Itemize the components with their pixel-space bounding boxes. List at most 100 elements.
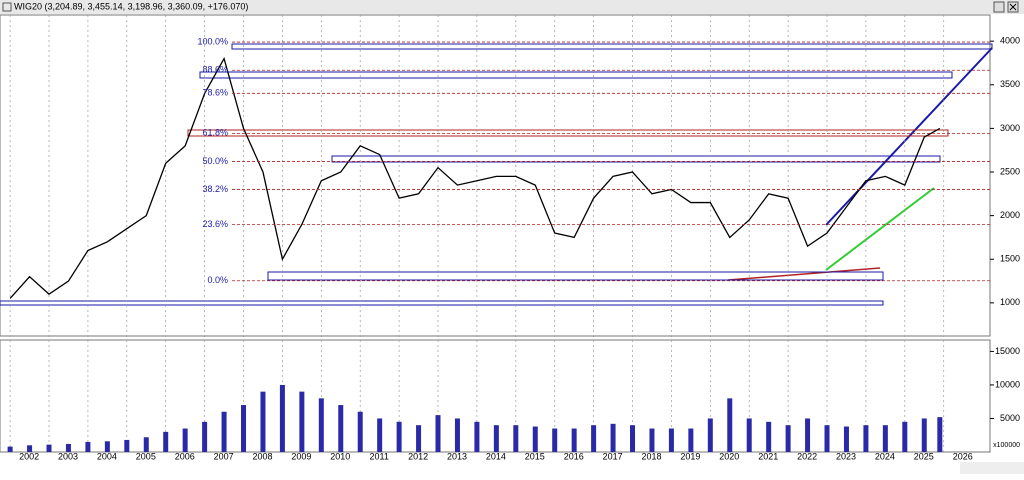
- x-tick-label: 2018: [641, 451, 661, 461]
- volume-bar: [921, 418, 927, 452]
- trend-line: [727, 267, 881, 281]
- x-tick-label: 2024: [875, 451, 895, 461]
- volume-bar: [163, 431, 169, 452]
- range-box: [331, 155, 941, 163]
- volume-bar: [746, 418, 752, 452]
- fib-label: 23.6%: [202, 219, 228, 229]
- window-title: WIG20 (3,204.89, 3,455.14, 3,198.96, 3,3…: [14, 1, 248, 11]
- volume-bar: [843, 426, 849, 452]
- x-tick-label: 2004: [97, 451, 117, 461]
- y-tick-label: 10000: [995, 379, 1020, 389]
- volume-bar: [435, 415, 441, 452]
- volume-bar: [824, 425, 830, 452]
- trend-line: [825, 187, 935, 271]
- volume-bar: [668, 428, 674, 452]
- volume-bar: [7, 446, 13, 452]
- y-tick-label: 2500: [1000, 166, 1020, 176]
- restore-button[interactable]: [993, 1, 1005, 13]
- x-tick-label: 2022: [797, 451, 817, 461]
- x-tick-label: 2007: [214, 451, 234, 461]
- x-tick-label: 2014: [486, 451, 506, 461]
- volume-bar: [299, 391, 305, 452]
- volume-bar: [454, 418, 460, 452]
- volume-bar: [610, 423, 616, 452]
- volume-bar: [649, 428, 655, 452]
- y-tick-label: 1500: [1000, 254, 1020, 264]
- volume-bar: [416, 425, 422, 452]
- window-icon: [2, 2, 12, 12]
- volume-bar: [85, 441, 91, 452]
- volume-bar: [630, 425, 636, 452]
- price-panel: [0, 14, 991, 337]
- x-tick-label: 2005: [136, 451, 156, 461]
- volume-bar: [318, 398, 324, 452]
- fib-label: 100.0%: [197, 36, 228, 46]
- x-tick-label: 2016: [564, 451, 584, 461]
- x-tick-label: 2023: [836, 451, 856, 461]
- x-tick-label: 2020: [719, 451, 739, 461]
- x-tick-label: 2003: [58, 451, 78, 461]
- x-tick-label: 2006: [175, 451, 195, 461]
- y-tick-label: 5000: [1000, 413, 1020, 423]
- volume-bar: [513, 425, 519, 452]
- fib-label: 88.6%: [202, 65, 228, 75]
- volume-bar: [688, 428, 694, 452]
- y-tick-label: 4000: [1000, 36, 1020, 46]
- x-tick-label: 2017: [603, 451, 623, 461]
- fib-label: 50.0%: [202, 156, 228, 166]
- y-tick-label: 3000: [1000, 123, 1020, 133]
- range-box: [231, 43, 993, 50]
- x-tick-label: 2026: [953, 451, 973, 461]
- volume-bar: [65, 443, 71, 452]
- volume-bar: [124, 439, 130, 452]
- fib-label: 38.2%: [202, 184, 228, 194]
- x-tick-label: 2012: [408, 451, 428, 461]
- fib-label: 78.6%: [202, 88, 228, 98]
- x-tick-label: 2021: [758, 451, 778, 461]
- y-tick-label: 1000: [1000, 297, 1020, 307]
- volume-bar: [104, 441, 110, 452]
- volume-bar: [241, 405, 247, 452]
- x-tick-label: 2002: [19, 451, 39, 461]
- close-icon: [1009, 3, 1017, 11]
- range-box: [0, 300, 884, 306]
- volume-bar: [260, 391, 266, 452]
- volume-bar: [902, 421, 908, 452]
- scroll-controls[interactable]: [960, 462, 1024, 474]
- volume-bar: [27, 445, 33, 452]
- volume-bar: [805, 418, 811, 452]
- x-tick-label: 2025: [914, 451, 934, 461]
- volume-bar: [727, 398, 733, 452]
- volume-bar: [766, 421, 772, 452]
- volume-bar: [46, 444, 52, 452]
- x-tick-label: 2015: [525, 451, 545, 461]
- x-tick-label: 2009: [291, 451, 311, 461]
- volume-bar: [552, 428, 558, 452]
- x-tick-label: 2008: [252, 451, 272, 461]
- y-tick-label: 3500: [1000, 79, 1020, 89]
- range-box: [267, 271, 884, 281]
- volume-bar: [863, 425, 869, 452]
- volume-bar: [571, 428, 577, 452]
- volume-bar: [707, 418, 713, 452]
- volume-bar: [221, 411, 227, 452]
- volume-bar: [937, 417, 943, 452]
- volume-bar: [396, 421, 402, 452]
- y-tick-label: 15000: [995, 346, 1020, 356]
- fib-label: 0.0%: [207, 275, 228, 285]
- price-line: [9, 56, 941, 299]
- volume-bar: [357, 411, 363, 452]
- volume-bar: [377, 418, 383, 452]
- volume-bar: [279, 384, 285, 452]
- volume-bar: [785, 425, 791, 452]
- volume-bar: [882, 425, 888, 452]
- y-unit-label: x100000: [993, 442, 1020, 449]
- x-tick-label: 2013: [447, 451, 467, 461]
- volume-bar: [493, 425, 499, 452]
- x-tick-label: 2019: [680, 451, 700, 461]
- volume-bar: [143, 437, 149, 452]
- y-tick-label: 2000: [1000, 210, 1020, 220]
- range-box: [199, 71, 953, 79]
- volume-bar: [202, 421, 208, 452]
